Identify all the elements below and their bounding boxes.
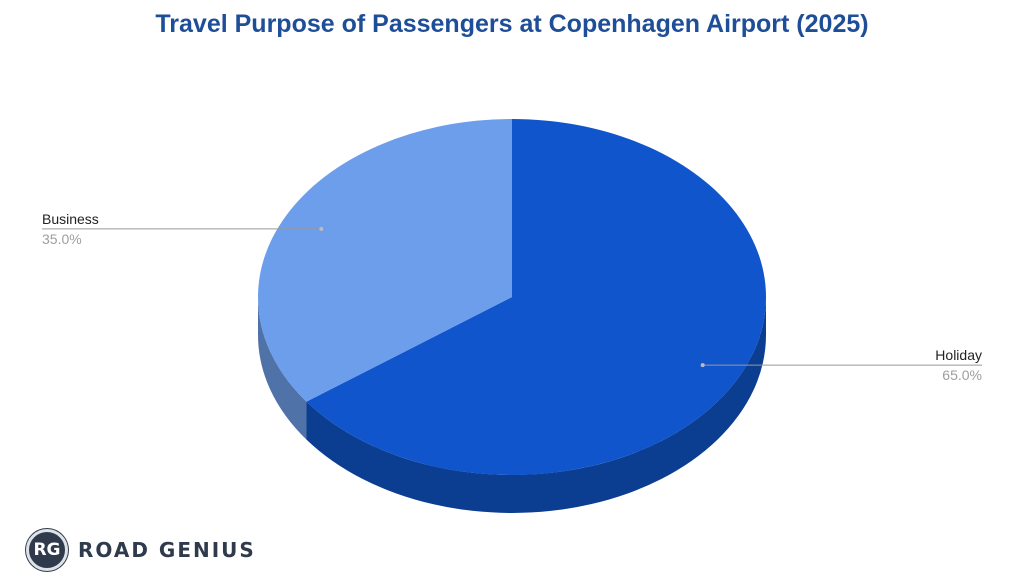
logo-text: ROAD GENIUS — [78, 538, 256, 562]
road-genius-logo: RG ROAD GENIUS — [26, 528, 256, 572]
pie-slice-business — [258, 119, 512, 402]
slice-label-business: Business — [42, 211, 99, 227]
slice-label-holiday: Holiday — [935, 347, 982, 363]
pie-slice-holiday — [306, 119, 766, 476]
leader-dot-business — [319, 226, 324, 231]
chart-title: Travel Purpose of Passengers at Copenhag… — [155, 10, 869, 38]
leader-dot-holiday — [700, 363, 705, 368]
logo-badge-icon: RG — [26, 529, 68, 571]
slice-value-business: 35.0% — [42, 231, 82, 247]
slice-value-holiday: 65.0% — [942, 367, 982, 383]
pie-side-business — [258, 297, 307, 440]
pie-side-holiday — [306, 297, 766, 513]
